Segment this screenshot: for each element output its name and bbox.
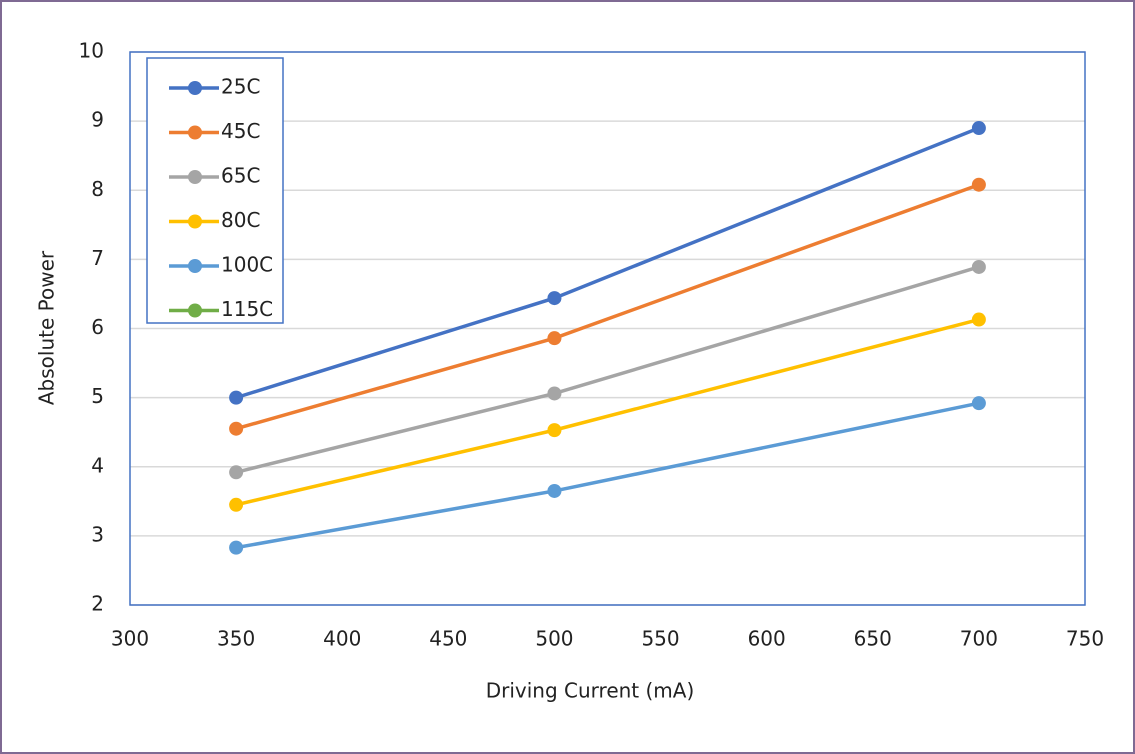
data-point	[229, 465, 244, 480]
legend-label: 100C	[221, 253, 273, 277]
y-tick-label: 3	[91, 522, 104, 546]
legend-marker	[188, 303, 202, 318]
data-point	[547, 386, 562, 401]
y-tick-label: 10	[79, 39, 104, 63]
data-point	[229, 421, 244, 436]
x-tick-label: 550	[641, 627, 679, 651]
legend-label: 65C	[221, 164, 260, 188]
legend-label: 115C	[221, 297, 273, 321]
data-point	[971, 396, 986, 411]
data-point	[547, 483, 562, 498]
data-point	[971, 121, 986, 136]
x-tick-label: 450	[429, 627, 467, 651]
legend-marker	[188, 259, 202, 273]
data-point	[547, 423, 562, 438]
y-tick-label: 7	[91, 246, 104, 270]
y-tick-label: 4	[91, 453, 104, 477]
data-point	[971, 177, 986, 192]
x-tick-label: 750	[1066, 627, 1104, 651]
legend-label: 45C	[221, 119, 260, 143]
legend-label: 80C	[221, 208, 260, 232]
x-axis-label: Driving Current (mA)	[486, 679, 695, 703]
plot-border	[129, 51, 1086, 606]
y-tick-label: 5	[91, 384, 104, 408]
y-tick-label: 9	[91, 108, 104, 132]
x-tick-label: 500	[535, 627, 573, 651]
x-tick-label: 300	[111, 627, 149, 651]
data-point	[971, 259, 986, 274]
y-tick-label: 2	[91, 592, 104, 616]
data-point	[229, 390, 244, 405]
y-tick-label: 8	[91, 177, 104, 201]
x-tick-label: 400	[323, 627, 361, 651]
x-tick-label: 350	[217, 627, 255, 651]
data-point	[547, 291, 562, 306]
legend-box	[146, 57, 284, 324]
data-point	[229, 540, 244, 555]
data-point	[971, 312, 986, 327]
data-point	[229, 497, 244, 512]
legend-marker	[188, 125, 202, 140]
legend-marker	[188, 81, 202, 95]
y-axis-label: Absolute Power	[35, 250, 59, 405]
data-point	[547, 331, 562, 346]
x-tick-label: 700	[960, 627, 998, 651]
legend-label: 25C	[221, 75, 260, 99]
legend-marker	[188, 214, 202, 229]
x-tick-label: 600	[748, 627, 786, 651]
legend-marker	[188, 170, 202, 184]
x-tick-label: 650	[854, 627, 892, 651]
y-tick-label: 6	[91, 315, 104, 339]
